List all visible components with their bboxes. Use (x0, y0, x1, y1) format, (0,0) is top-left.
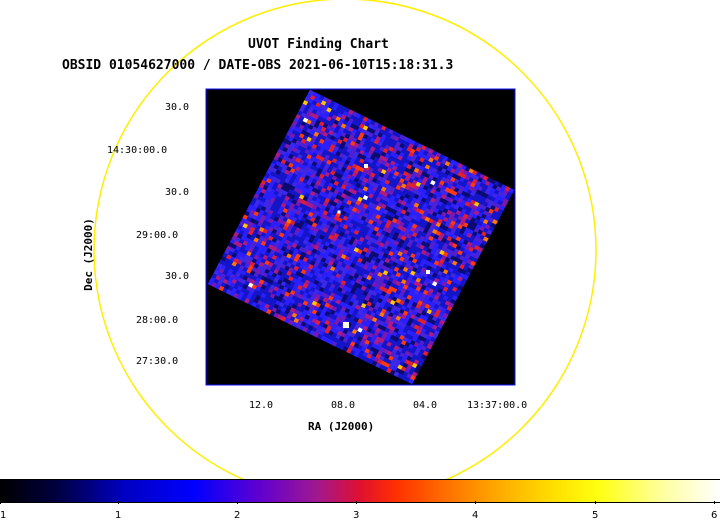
colorbar-tick-mark (356, 501, 357, 504)
colorbar-tick-mark (237, 501, 238, 504)
dec-tick-label: 29:00.0 (136, 230, 179, 241)
colorbar-tick-mark (118, 501, 119, 504)
exposure-pixel (408, 378, 415, 385)
chart-title: UVOT Finding Chart (248, 37, 389, 52)
y-axis-title: Dec (J2000) (81, 218, 95, 291)
dec-tick-label: 30.0 (165, 187, 190, 198)
colorbar-tick-label: 2 (234, 510, 241, 521)
dec-tick-label: 30.0 (165, 102, 190, 113)
dec-tick-label: 30.0 (165, 271, 190, 282)
exposure-map (207, 89, 515, 385)
colorbar-tick-label: 3 (353, 510, 360, 521)
ra-tick-label: 12.0 (249, 400, 274, 411)
colorbar (0, 479, 720, 503)
bright-source (337, 210, 341, 214)
dec-tick-label: 14:30:00.0 (107, 145, 168, 156)
image-frame (205, 88, 516, 386)
colorbar-tick-mark (714, 501, 715, 504)
colorbar-tick-mark (595, 501, 596, 504)
dec-tick-label: 28:00.0 (136, 315, 179, 326)
colorbar-tick-mark (0, 501, 1, 504)
colorbar-tick-label: 4 (472, 510, 479, 521)
colorbar-tick-mark (475, 501, 476, 504)
bright-source (426, 270, 430, 274)
dec-tick-label: 27:30.0 (136, 356, 179, 367)
bright-source (343, 322, 349, 328)
ra-tick-label: 04.0 (413, 400, 438, 411)
x-axis-title: RA (J2000) (308, 420, 375, 433)
ra-tick-label: 13:37:00.0 (467, 400, 528, 411)
ra-tick-label: 08.0 (331, 400, 356, 411)
colorbar-tick-label: 6 (711, 510, 718, 521)
colorbar-tick-label: 5 (592, 510, 599, 521)
chart-subtitle: OBSID 01054627000 / DATE-OBS 2021-06-10T… (62, 58, 454, 73)
bright-source (364, 164, 368, 168)
colorbar-tick-label: 1 (0, 510, 7, 521)
colorbar-tick-label: 1 (115, 510, 122, 521)
